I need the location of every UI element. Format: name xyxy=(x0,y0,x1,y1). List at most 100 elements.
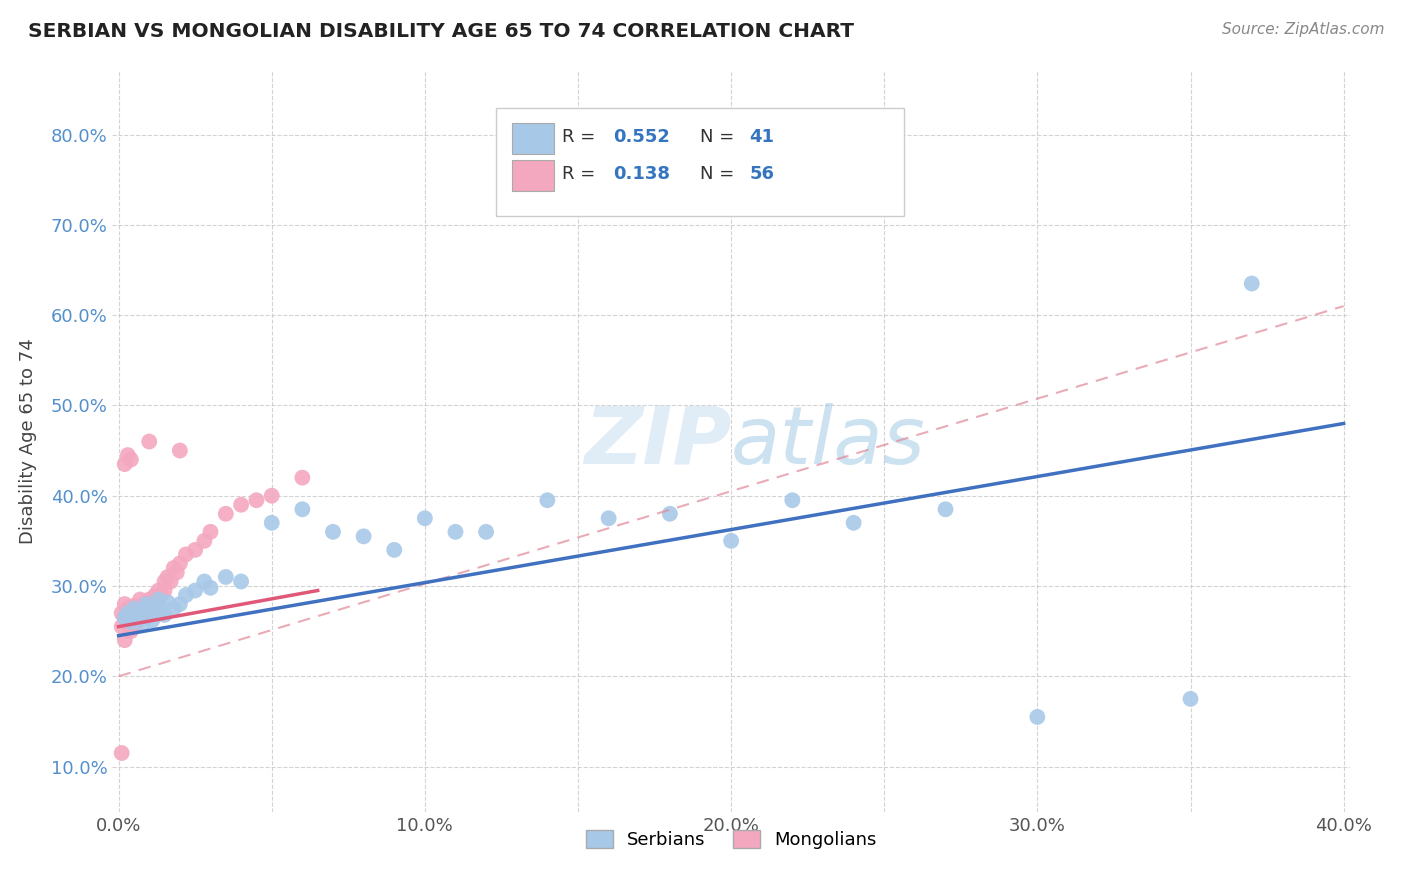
Point xyxy=(132,607,155,622)
Point xyxy=(143,599,166,613)
Text: 56: 56 xyxy=(749,164,775,183)
Point xyxy=(153,607,176,622)
Point xyxy=(598,511,620,525)
Point xyxy=(148,597,170,611)
Point xyxy=(150,588,173,602)
Y-axis label: Disability Age 65 to 74: Disability Age 65 to 74 xyxy=(18,339,37,544)
Point xyxy=(475,524,498,539)
Point xyxy=(114,610,136,624)
Point xyxy=(200,524,222,539)
Point xyxy=(120,615,142,629)
Point xyxy=(111,606,134,620)
Text: N =: N = xyxy=(700,164,740,183)
Point xyxy=(111,619,134,633)
FancyBboxPatch shape xyxy=(512,123,554,154)
Point xyxy=(163,561,186,575)
Point xyxy=(153,574,176,589)
Point xyxy=(132,597,155,611)
Text: 0.552: 0.552 xyxy=(613,128,671,146)
Point xyxy=(114,457,136,471)
Text: R =: R = xyxy=(561,128,600,146)
Point xyxy=(114,633,136,648)
Point xyxy=(193,574,215,589)
Point xyxy=(138,601,160,615)
Point xyxy=(169,597,191,611)
Point xyxy=(114,597,136,611)
Point xyxy=(129,601,152,615)
Point xyxy=(720,533,742,548)
Point xyxy=(117,448,139,462)
Point xyxy=(229,574,252,589)
Point xyxy=(129,604,152,618)
Text: 41: 41 xyxy=(749,128,775,146)
Point xyxy=(117,606,139,620)
Point xyxy=(125,607,148,622)
Point xyxy=(245,493,267,508)
Point xyxy=(193,533,215,548)
Point xyxy=(1026,710,1049,724)
Point xyxy=(122,601,145,615)
Point xyxy=(122,599,145,613)
Point xyxy=(141,597,163,611)
Point xyxy=(138,434,160,449)
Point xyxy=(135,601,157,615)
Point xyxy=(215,507,238,521)
Point xyxy=(117,610,139,624)
Text: 0.138: 0.138 xyxy=(613,164,671,183)
Point xyxy=(150,606,173,620)
Point xyxy=(138,599,160,613)
Point xyxy=(122,619,145,633)
Text: ZIP: ZIP xyxy=(583,402,731,481)
Point xyxy=(156,595,179,609)
Point xyxy=(132,604,155,618)
Point xyxy=(169,557,191,571)
Point xyxy=(1240,277,1263,291)
Point xyxy=(148,592,170,607)
Point xyxy=(229,498,252,512)
Point xyxy=(353,529,375,543)
Point xyxy=(382,542,405,557)
Point xyxy=(111,746,134,760)
Text: atlas: atlas xyxy=(731,402,927,481)
Point xyxy=(215,570,238,584)
Point xyxy=(163,601,186,615)
Point xyxy=(291,502,314,516)
Point xyxy=(122,610,145,624)
Point xyxy=(413,511,436,525)
Point xyxy=(120,452,142,467)
Point xyxy=(120,607,142,622)
Point xyxy=(125,607,148,622)
Point xyxy=(125,615,148,629)
Point xyxy=(143,592,166,607)
FancyBboxPatch shape xyxy=(512,161,554,191)
Point xyxy=(291,470,314,484)
Point xyxy=(138,592,160,607)
Point xyxy=(132,616,155,631)
Point xyxy=(260,516,283,530)
Text: Source: ZipAtlas.com: Source: ZipAtlas.com xyxy=(1222,22,1385,37)
Point xyxy=(141,613,163,627)
Point xyxy=(782,493,804,508)
Point xyxy=(184,542,207,557)
Point xyxy=(260,489,283,503)
Point xyxy=(658,507,681,521)
Point xyxy=(148,583,170,598)
Text: SERBIAN VS MONGOLIAN DISABILITY AGE 65 TO 74 CORRELATION CHART: SERBIAN VS MONGOLIAN DISABILITY AGE 65 T… xyxy=(28,22,853,41)
Point xyxy=(174,548,197,562)
Text: R =: R = xyxy=(561,164,600,183)
Point xyxy=(536,493,558,508)
Point xyxy=(141,604,163,618)
Point xyxy=(153,583,176,598)
Point xyxy=(322,524,344,539)
Point xyxy=(114,610,136,624)
Point xyxy=(934,502,956,516)
Point xyxy=(842,516,865,530)
Point xyxy=(159,574,181,589)
Point xyxy=(1180,691,1202,706)
Point xyxy=(120,624,142,639)
Point xyxy=(135,597,157,611)
Point xyxy=(174,588,197,602)
Point xyxy=(125,604,148,618)
Point xyxy=(117,601,139,615)
Point xyxy=(184,583,207,598)
